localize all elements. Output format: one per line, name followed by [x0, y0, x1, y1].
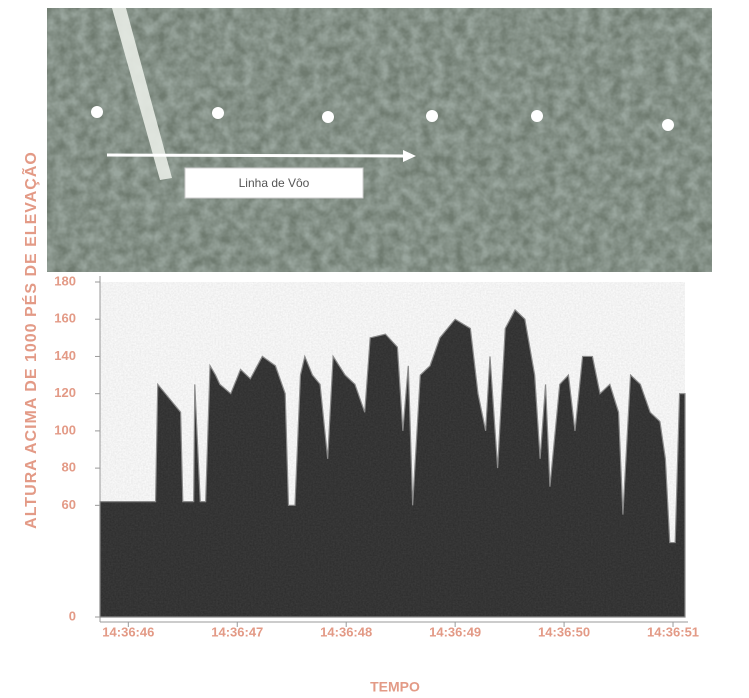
y-tick-label: 100 [54, 422, 76, 437]
y-tick-label: 0 [69, 608, 76, 623]
x-tick-label: 14:36:50 [538, 624, 590, 639]
y-tick-label: 120 [54, 385, 76, 400]
x-tick-label: 14:36:51 [647, 624, 699, 639]
x-tick-label: 14:36:49 [429, 624, 481, 639]
y-axis-label: ALTURA ACIMA DE 1000 PÉS DE ELEVAÇÃO [20, 151, 40, 529]
aerial-photo: Linha de Vôo [47, 8, 712, 272]
y-tick-label: 160 [54, 311, 76, 326]
y-tick-label: 80 [62, 460, 76, 475]
area-texture [100, 282, 685, 617]
x-tick-label: 14:36:46 [102, 624, 154, 639]
x-axis-label: TEMPO [370, 679, 420, 695]
y-tick-label: 180 [54, 273, 76, 288]
y-tick-label: 140 [54, 348, 76, 363]
y-tick-label: 60 [62, 497, 76, 512]
flight-line-label: Linha de Vôo [239, 176, 310, 190]
x-tick-label: 14:36:48 [320, 624, 372, 639]
x-tick-label: 14:36:47 [211, 624, 263, 639]
